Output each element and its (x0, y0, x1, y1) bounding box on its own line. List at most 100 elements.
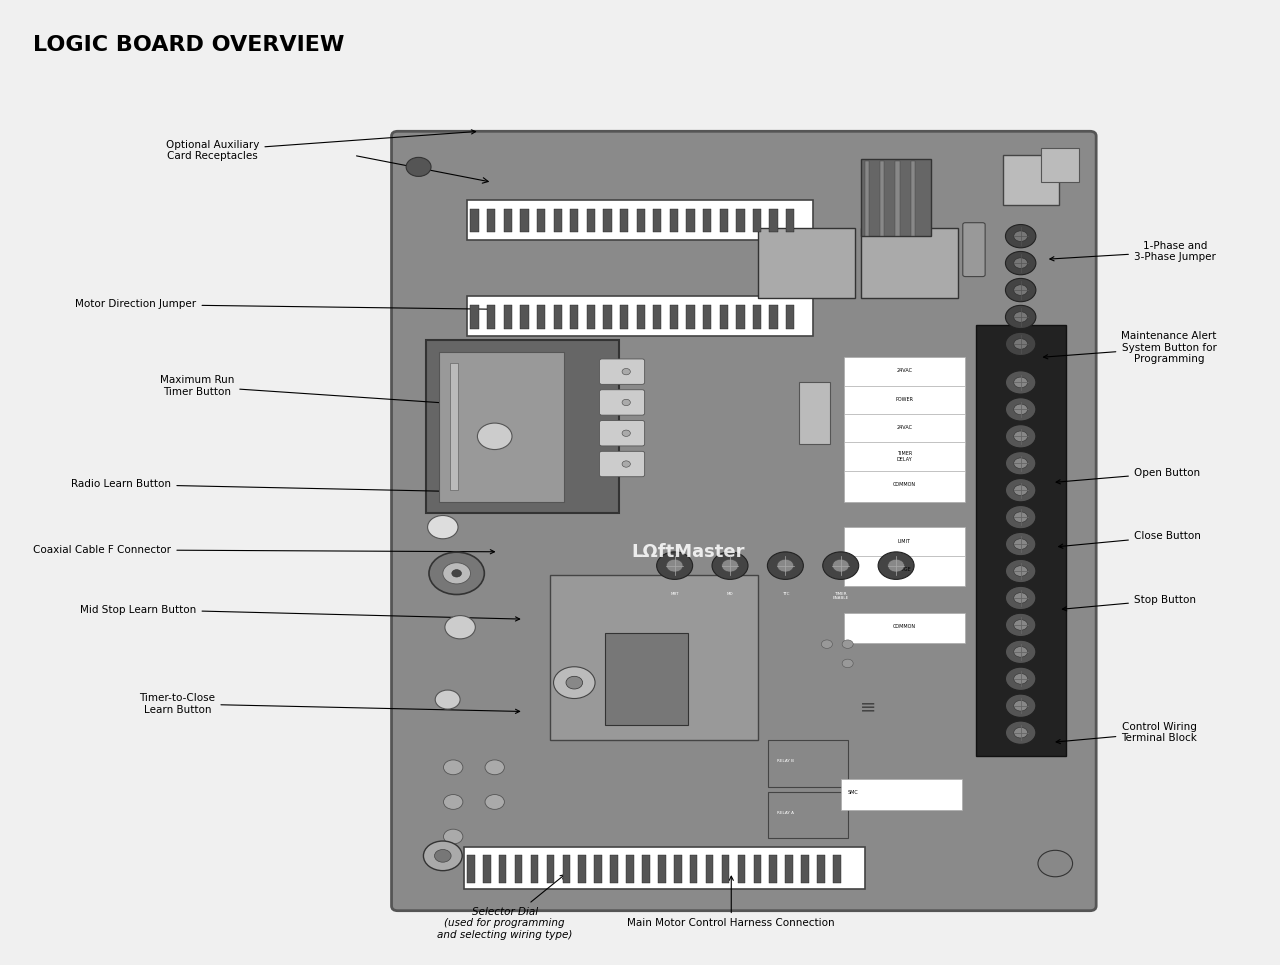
Bar (896, 161, 900, 236)
Bar (520, 306, 529, 328)
FancyBboxPatch shape (1042, 148, 1079, 182)
Circle shape (477, 423, 512, 450)
Bar (861, 229, 959, 298)
Bar (786, 209, 795, 233)
Bar (705, 855, 713, 883)
Circle shape (1006, 667, 1036, 690)
Text: Motor Direction Jumper: Motor Direction Jumper (76, 299, 494, 312)
Text: Stop Button: Stop Button (1062, 594, 1196, 611)
Text: LIMIT: LIMIT (897, 538, 911, 543)
Bar (845, 471, 965, 502)
Bar (845, 385, 965, 416)
Text: LOGIC BOARD OVERVIEW: LOGIC BOARD OVERVIEW (33, 35, 344, 55)
Bar (769, 855, 777, 883)
Bar (753, 306, 762, 328)
Bar (488, 306, 495, 328)
Circle shape (1006, 506, 1036, 529)
Circle shape (445, 616, 475, 639)
Circle shape (1014, 511, 1028, 522)
Circle shape (1014, 647, 1028, 657)
Circle shape (777, 560, 794, 572)
Bar (881, 161, 884, 236)
Bar (499, 855, 507, 883)
Bar (845, 357, 965, 388)
FancyBboxPatch shape (1004, 155, 1059, 206)
Text: Optional Auxiliary
Card Receptacles: Optional Auxiliary Card Receptacles (166, 130, 476, 161)
Bar (754, 855, 762, 883)
Circle shape (1014, 339, 1028, 349)
FancyBboxPatch shape (599, 452, 645, 477)
Circle shape (768, 552, 804, 579)
Circle shape (1006, 533, 1036, 556)
Circle shape (712, 552, 748, 579)
Bar (703, 306, 712, 328)
Bar (553, 209, 562, 233)
Circle shape (435, 690, 460, 709)
FancyBboxPatch shape (768, 792, 847, 839)
Circle shape (1006, 398, 1036, 421)
Bar (570, 306, 579, 328)
Bar (643, 855, 650, 883)
Text: ≡: ≡ (860, 698, 877, 717)
FancyBboxPatch shape (799, 382, 831, 444)
Text: 24VAC: 24VAC (896, 369, 913, 373)
Bar (550, 575, 758, 740)
Circle shape (1006, 614, 1036, 637)
Circle shape (1038, 850, 1073, 877)
Circle shape (888, 560, 905, 572)
Bar (594, 855, 602, 883)
Circle shape (443, 563, 471, 584)
Bar (722, 855, 730, 883)
Bar (531, 855, 539, 883)
Text: SMC: SMC (847, 790, 859, 795)
Bar (736, 209, 745, 233)
Circle shape (1006, 225, 1036, 248)
Bar (865, 161, 869, 236)
Text: TIMER
ENABLE: TIMER ENABLE (832, 592, 849, 600)
Circle shape (1014, 377, 1028, 388)
Circle shape (823, 552, 859, 579)
Circle shape (842, 659, 854, 668)
Bar (626, 855, 634, 883)
Bar (471, 306, 479, 328)
Bar (686, 209, 695, 233)
Text: POWER: POWER (896, 397, 914, 401)
Text: COMMON: COMMON (893, 624, 916, 629)
Bar (449, 363, 458, 490)
Bar (536, 209, 545, 233)
Bar (675, 855, 681, 883)
Bar (603, 306, 612, 328)
Circle shape (1014, 538, 1028, 549)
Circle shape (1014, 285, 1028, 295)
Circle shape (1014, 231, 1028, 241)
Bar (515, 855, 522, 883)
Circle shape (406, 157, 431, 177)
Bar (553, 306, 562, 328)
Bar (845, 527, 965, 558)
Bar (483, 855, 490, 883)
Bar (467, 855, 475, 883)
Circle shape (1006, 640, 1036, 664)
Circle shape (485, 794, 504, 810)
FancyBboxPatch shape (599, 359, 645, 384)
FancyBboxPatch shape (467, 296, 813, 336)
Bar (605, 633, 689, 725)
Bar (536, 306, 545, 328)
Circle shape (452, 569, 462, 577)
Circle shape (428, 515, 458, 538)
FancyBboxPatch shape (599, 390, 645, 415)
Bar (586, 306, 595, 328)
Bar (611, 855, 618, 883)
Bar (845, 613, 965, 644)
Circle shape (443, 829, 463, 844)
Circle shape (822, 640, 832, 648)
FancyBboxPatch shape (463, 846, 865, 889)
Bar (910, 161, 915, 236)
Text: Control Wiring
Terminal Block: Control Wiring Terminal Block (1056, 722, 1197, 744)
Bar (620, 209, 628, 233)
Bar (703, 209, 712, 233)
Circle shape (553, 667, 595, 699)
Bar (719, 306, 728, 328)
Text: Selector Dial
(used for programming
and selecting wiring type): Selector Dial (used for programming and … (436, 874, 572, 940)
Circle shape (622, 461, 630, 467)
